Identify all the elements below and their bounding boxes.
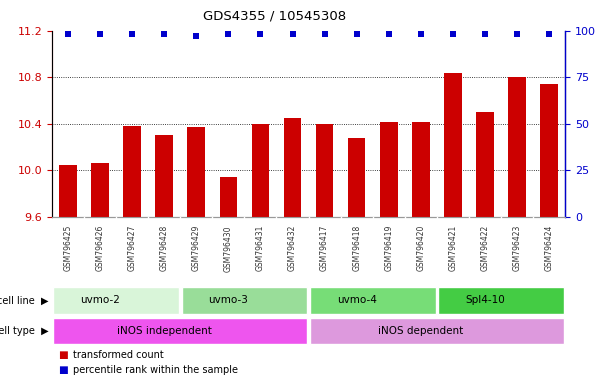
Bar	[508, 77, 526, 217]
Point	[255, 31, 265, 38]
Bar	[412, 121, 430, 217]
Text: GSM796422: GSM796422	[480, 225, 489, 271]
Bar	[219, 177, 237, 217]
Text: percentile rank within the sample: percentile rank within the sample	[73, 366, 238, 376]
Bar	[310, 287, 436, 314]
Bar	[444, 73, 462, 217]
Text: GSM796424: GSM796424	[544, 225, 554, 271]
Bar	[380, 121, 398, 217]
Text: GSM796418: GSM796418	[352, 225, 361, 271]
Text: GSM796420: GSM796420	[416, 225, 425, 271]
Text: GSM796427: GSM796427	[128, 225, 137, 271]
Bar	[59, 165, 77, 217]
Bar	[123, 126, 141, 217]
Text: ■: ■	[58, 366, 68, 376]
Point	[448, 31, 458, 38]
Point	[95, 31, 105, 38]
Bar	[476, 112, 494, 217]
Text: GSM796423: GSM796423	[513, 225, 522, 271]
Text: ■: ■	[58, 350, 68, 360]
Text: uvmo-4: uvmo-4	[337, 295, 376, 306]
Text: GSM796421: GSM796421	[448, 225, 458, 271]
Bar	[348, 138, 365, 217]
Bar	[188, 127, 205, 217]
Text: GSM796431: GSM796431	[256, 225, 265, 271]
Bar	[310, 318, 564, 344]
Text: GSM796425: GSM796425	[64, 225, 73, 271]
Bar	[91, 164, 109, 217]
Bar	[155, 136, 173, 217]
Bar	[181, 287, 307, 314]
Text: cell line  ▶: cell line ▶	[0, 295, 49, 306]
Text: Spl4-10: Spl4-10	[465, 295, 505, 306]
Text: GDS4355 / 10545308: GDS4355 / 10545308	[203, 10, 346, 23]
Point	[288, 31, 298, 38]
Text: GSM796429: GSM796429	[192, 225, 201, 271]
Point	[544, 31, 554, 38]
Point	[127, 31, 137, 38]
Point	[480, 31, 490, 38]
Text: GSM796432: GSM796432	[288, 225, 297, 271]
Point	[416, 31, 426, 38]
Text: uvmo-2: uvmo-2	[80, 295, 120, 306]
Bar	[540, 84, 558, 217]
Text: uvmo-3: uvmo-3	[208, 295, 248, 306]
Text: cell type  ▶: cell type ▶	[0, 326, 49, 336]
Text: GSM796419: GSM796419	[384, 225, 393, 271]
Text: iNOS dependent: iNOS dependent	[378, 326, 464, 336]
Point	[159, 31, 169, 38]
Point	[224, 31, 233, 38]
Bar	[53, 287, 179, 314]
Bar	[252, 124, 269, 217]
Bar	[316, 124, 334, 217]
Point	[63, 31, 73, 38]
Text: iNOS independent: iNOS independent	[117, 326, 211, 336]
Point	[384, 31, 393, 38]
Point	[512, 31, 522, 38]
Point	[352, 31, 362, 38]
Bar	[438, 287, 564, 314]
Point	[191, 33, 201, 40]
Text: GSM796417: GSM796417	[320, 225, 329, 271]
Text: GSM796428: GSM796428	[159, 225, 169, 271]
Text: GSM796430: GSM796430	[224, 225, 233, 271]
Text: GSM796426: GSM796426	[95, 225, 104, 271]
Point	[320, 31, 329, 38]
Bar	[53, 318, 307, 344]
Bar	[284, 118, 301, 217]
Text: transformed count: transformed count	[73, 350, 164, 360]
